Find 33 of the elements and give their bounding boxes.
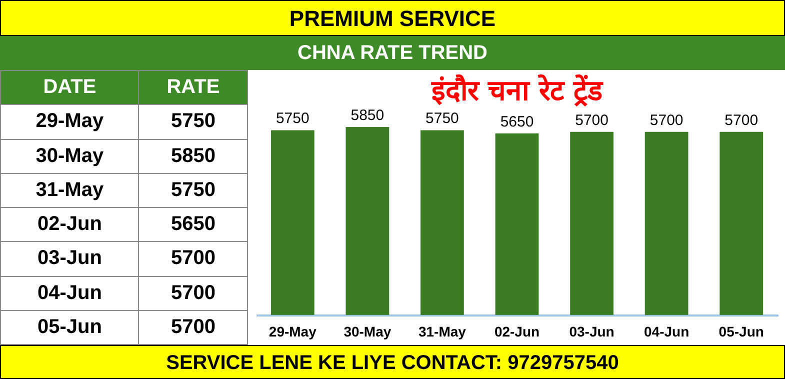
text: PREMIUM SERVICE (0, 0, 785, 36)
text: 5850 (170, 144, 216, 167)
data-label: 5750 (276, 110, 310, 128)
x-tick-label: 30-May (344, 324, 392, 340)
category-label: 29-May (36, 110, 104, 132)
data-label: 5700 (724, 112, 758, 129)
category-label: 03-Jun (37, 247, 102, 270)
text: 5700 (170, 282, 216, 304)
x-tick-label: 31-May (418, 324, 466, 340)
x-tick-label: 03-Jun (569, 324, 614, 340)
data-label: 5850 (350, 107, 384, 124)
text: 5700 (170, 247, 216, 270)
data-label: 5700 (575, 112, 608, 129)
data-label: 5700 (650, 112, 684, 129)
category-label: 30-May (36, 144, 104, 167)
x-tick-label: 05-Jun (718, 324, 764, 340)
category-label: 04-Jun (37, 282, 102, 304)
category-label: 31-May (36, 178, 104, 201)
chart-subtitle: CHNA RATE TREND (0, 36, 785, 70)
x-tick-label: 02-Jun (494, 324, 540, 340)
data-label: 5650 (500, 113, 534, 130)
text: RATE (138, 70, 248, 105)
x-tick-label: 04-Jun (644, 324, 690, 340)
text: 5750 (170, 178, 216, 201)
text: 5700 (170, 316, 216, 338)
chart-title: इंदौर चना रेट ट्रेंड (430, 74, 604, 107)
text: DATE (0, 70, 139, 105)
category-label: 02-Jun (37, 213, 102, 236)
text: 5650 (170, 213, 216, 236)
x-tick-label: 29-May (268, 324, 317, 340)
data-label: 5750 (426, 110, 459, 128)
text: SERVICE LENE KE LIYE CONTACT: 9729757540 (0, 345, 785, 379)
text: 5750 (170, 110, 216, 132)
